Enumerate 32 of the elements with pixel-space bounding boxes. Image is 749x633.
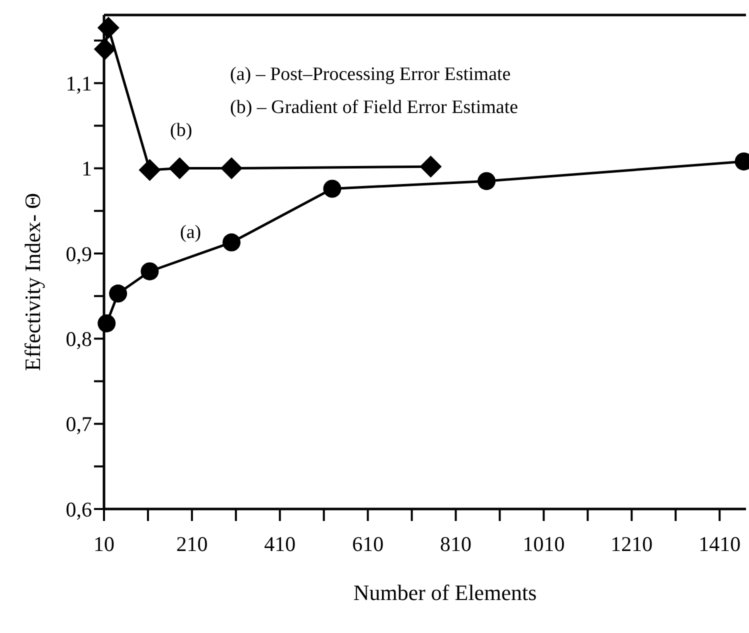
x-tick-label: 1210	[610, 532, 653, 556]
point	[323, 180, 342, 198]
y-tick-label: 0,8	[66, 327, 92, 352]
point	[220, 157, 243, 180]
point	[94, 38, 116, 60]
y-tick-label: 0,9	[66, 242, 92, 266]
annotation: (a) – Post–Processing Error Estimate	[230, 64, 511, 85]
point	[98, 314, 116, 332]
point	[140, 262, 159, 280]
y-tick-label: 1,1	[66, 71, 92, 96]
x-tick-label: 1010	[522, 532, 565, 556]
x-tick-label: 10	[94, 532, 114, 556]
y-tick-label: 0,6	[66, 497, 92, 522]
point	[168, 157, 191, 180]
y-tick-label: 0,7	[66, 412, 92, 436]
point	[138, 159, 161, 182]
point	[109, 284, 128, 303]
x-axis-title: Number of Elements	[353, 580, 537, 605]
x-tick-label: 610	[352, 532, 384, 556]
point	[420, 156, 442, 178]
point	[97, 16, 120, 39]
x-tick-label: 810	[440, 532, 472, 556]
annotation: (b)	[170, 120, 192, 141]
y-axis-title: Effectivity Index- Θ	[20, 193, 45, 371]
point	[222, 233, 241, 252]
x-tick-label: 210	[176, 532, 208, 556]
y-tick-label: 1	[82, 156, 92, 181]
x-tick-label: 1410	[698, 532, 741, 556]
annotation: (b) – Gradient of Field Error Estimate	[230, 97, 518, 118]
annotation: (a)	[180, 222, 202, 243]
point	[478, 172, 496, 190]
x-tick-label: 410	[264, 532, 296, 556]
